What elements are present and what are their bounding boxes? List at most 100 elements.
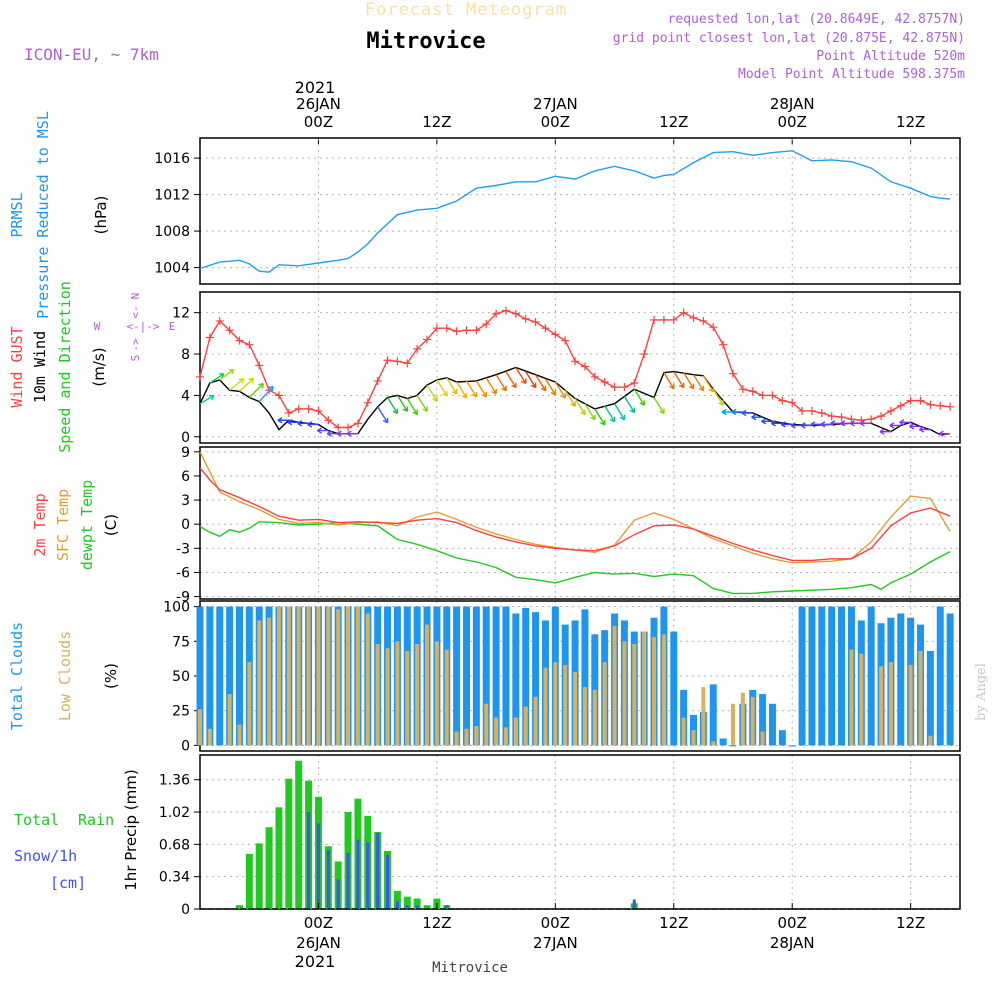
clouds-ytick-label-0: 100: [163, 600, 190, 616]
sfc-temp-line: [199, 451, 951, 564]
wind-direction-arrow: [741, 409, 753, 417]
pressure-ytick-label-2: 1008: [154, 224, 190, 240]
wind-direction-arrow: [673, 371, 685, 389]
precip-ytick-label-4: 0: [181, 902, 190, 918]
rain-bar: [255, 843, 263, 909]
wind-gust-marker: [314, 406, 323, 415]
low-cloud-bar: [425, 624, 430, 746]
low-cloud-bar: [513, 717, 518, 746]
wind-gust-marker: [442, 324, 451, 333]
wind-gust-marker: [541, 324, 550, 333]
wind-direction-arrow: [199, 394, 215, 405]
clouds-ytick-label-3: 25: [172, 704, 190, 720]
wind-direction-arrow: [731, 408, 743, 416]
top-date-label-0: 26JAN: [296, 95, 341, 113]
wind-direction-arrow: [810, 421, 822, 428]
wind-gust-marker: [294, 404, 303, 413]
wind-gust-marker: [521, 314, 530, 323]
total-cloud-bar: [502, 606, 510, 746]
low-cloud-bar: [533, 696, 538, 746]
wind-10m-label: 10m Wind: [31, 331, 49, 403]
snow-bar: [316, 823, 320, 909]
wind-gust-marker: [225, 326, 234, 335]
pressure-label-prmsl: PRMSL: [8, 192, 26, 237]
clouds-ytick-label-2: 50: [172, 669, 190, 685]
wind-gust-marker: [679, 308, 688, 317]
low-cloud-bar: [316, 606, 321, 746]
wind-direction-arrow: [297, 420, 309, 427]
wind-direction-arrow: [692, 374, 705, 392]
low-cloud-bar: [227, 694, 232, 746]
wind-gust-marker: [373, 376, 382, 385]
wind-direction-arrow: [909, 423, 921, 430]
rain-bar: [245, 853, 253, 909]
total-cloud-bar: [472, 606, 480, 746]
wind-gust-marker: [235, 336, 244, 345]
wind-direction-arrow: [712, 388, 724, 406]
wind-speed-dir-label: Speed and Direction: [56, 281, 74, 453]
wind-gust-marker: [531, 317, 540, 326]
wind-direction-arrow: [277, 417, 289, 424]
low-clouds-label: Low Clouds: [56, 631, 74, 721]
snow-bar: [386, 854, 390, 909]
pressure-ytick-label-1: 1012: [154, 188, 190, 204]
wind-gust-marker: [403, 359, 412, 368]
wind-direction-arrow: [770, 420, 783, 427]
top-tick-label-0: 00Z: [304, 113, 333, 131]
wind-direction-arrow: [456, 381, 468, 399]
wind-direction-arrow: [702, 375, 715, 393]
wind-direction-arrow: [229, 377, 245, 391]
wind-gust-marker: [344, 423, 353, 432]
low-cloud-bar: [730, 703, 735, 746]
wind-gust-marker: [946, 402, 955, 411]
wind-direction-arrow: [751, 413, 763, 421]
wind-direction-arrow: [653, 397, 665, 415]
wind-direction-arrow: [239, 377, 255, 392]
wind-direction-arrow: [564, 389, 576, 407]
wind-gust-marker: [669, 315, 678, 324]
compass-horizontal: <-|->: [126, 320, 159, 333]
wind-gust-marker: [196, 372, 204, 381]
wind-direction-arrow: [515, 367, 527, 385]
pressure-frame: [199, 137, 961, 285]
low-cloud-bar: [859, 653, 864, 746]
precip-labels: Total Rain Snow/1h [cm] 1hr Precip (mm): [14, 769, 140, 892]
wind-gust-marker: [748, 387, 757, 396]
wind-gust-marker: [393, 357, 402, 366]
snow-bar: [346, 852, 350, 909]
wind-gust-marker: [600, 377, 609, 386]
requested-location: requested lon,lat (20.8649E, 42.8757N): [668, 12, 965, 27]
low-cloud-bar: [661, 634, 666, 746]
total-cloud-bar: [926, 651, 934, 746]
rain-bar: [235, 905, 243, 909]
wind-gust-marker: [432, 324, 441, 333]
wind-direction-arrow: [465, 380, 478, 398]
snow-bar: [632, 899, 636, 909]
credit-watermark: by Angel: [974, 663, 989, 721]
snow-bar: [415, 905, 419, 909]
wind-gust-marker: [788, 398, 797, 407]
pressure-line: [199, 150, 951, 273]
low-cloud-bar: [543, 667, 548, 746]
low-cloud-bar: [365, 613, 370, 746]
low-cloud-bar: [434, 641, 439, 746]
precip-ytick-label-2: 0.68: [159, 837, 190, 853]
compass-s: S: [129, 355, 142, 362]
low-cloud-bar: [503, 727, 508, 746]
total-cloud-bar: [798, 606, 806, 746]
low-cloud-bar: [691, 730, 696, 746]
total-cloud-bar: [818, 606, 826, 746]
temp-2m-label: 2m Temp: [31, 493, 49, 556]
total-cloud-bar: [522, 607, 530, 746]
top-tick-label-5: 12Z: [896, 113, 925, 131]
wind-frame: [199, 291, 961, 444]
total-cloud-bar: [492, 606, 500, 746]
low-cloud-bar: [740, 692, 745, 746]
cloud-unit: (%): [102, 663, 120, 689]
total-label: Total: [14, 811, 59, 829]
rain-bar: [423, 905, 431, 909]
clouds-ytick-label-1: 75: [172, 634, 190, 650]
temp-ytick-label-1: 6: [181, 469, 190, 485]
wind-gust-marker: [837, 413, 846, 422]
temp-ytick-label-5: -6: [176, 565, 190, 581]
